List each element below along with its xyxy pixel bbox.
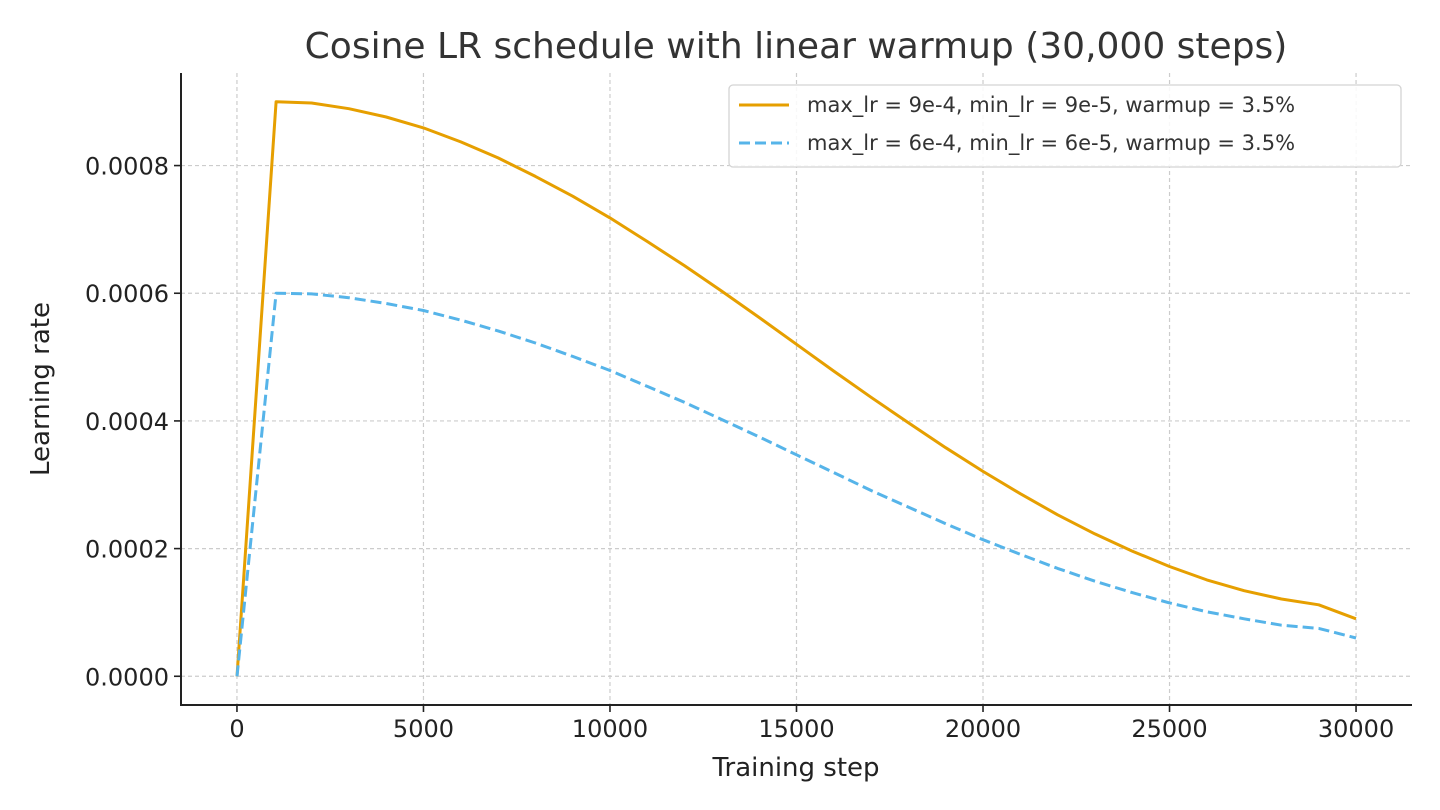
chart-title: Cosine LR schedule with linear warmup (3…	[305, 26, 1288, 67]
y-tick-label: 0.0008	[85, 153, 169, 181]
axes	[174, 73, 1412, 712]
x-axis-label: Training step	[711, 753, 879, 783]
series-lines	[235, 100, 1357, 677]
x-tick-label: 30000	[1318, 715, 1394, 743]
tick-labels: 0 5000 10000 15000 20000 25000 30000 0.0000 0.00…	[85, 153, 1394, 743]
series-line-1	[235, 100, 1357, 677]
x-tick-label: 20000	[945, 715, 1021, 743]
x-tick-label: 0	[229, 715, 244, 743]
y-axis-label: Learning rate	[26, 302, 56, 476]
x-tick-label: 10000	[572, 715, 648, 743]
legend: max_lr = 9e-4, min_lr = 9e-5, warmup = 3…	[728, 84, 1402, 168]
x-tick-label: 25000	[1131, 715, 1207, 743]
legend-label-1: max_lr = 9e-4, min_lr = 9e-5, warmup = 3…	[807, 93, 1295, 118]
x-tick-label: 5000	[393, 715, 454, 743]
y-tick-label: 0.0000	[85, 663, 169, 691]
grid	[181, 73, 1412, 705]
y-tick-label: 0.0004	[85, 408, 169, 436]
y-tick-label: 0.0002	[85, 536, 169, 564]
series-line-2	[235, 291, 1357, 677]
x-tick-label: 15000	[758, 715, 834, 743]
legend-box	[728, 84, 1402, 168]
y-tick-label: 0.0006	[85, 280, 169, 308]
legend-label-2: max_lr = 6e-4, min_lr = 6e-5, warmup = 3…	[807, 131, 1295, 156]
